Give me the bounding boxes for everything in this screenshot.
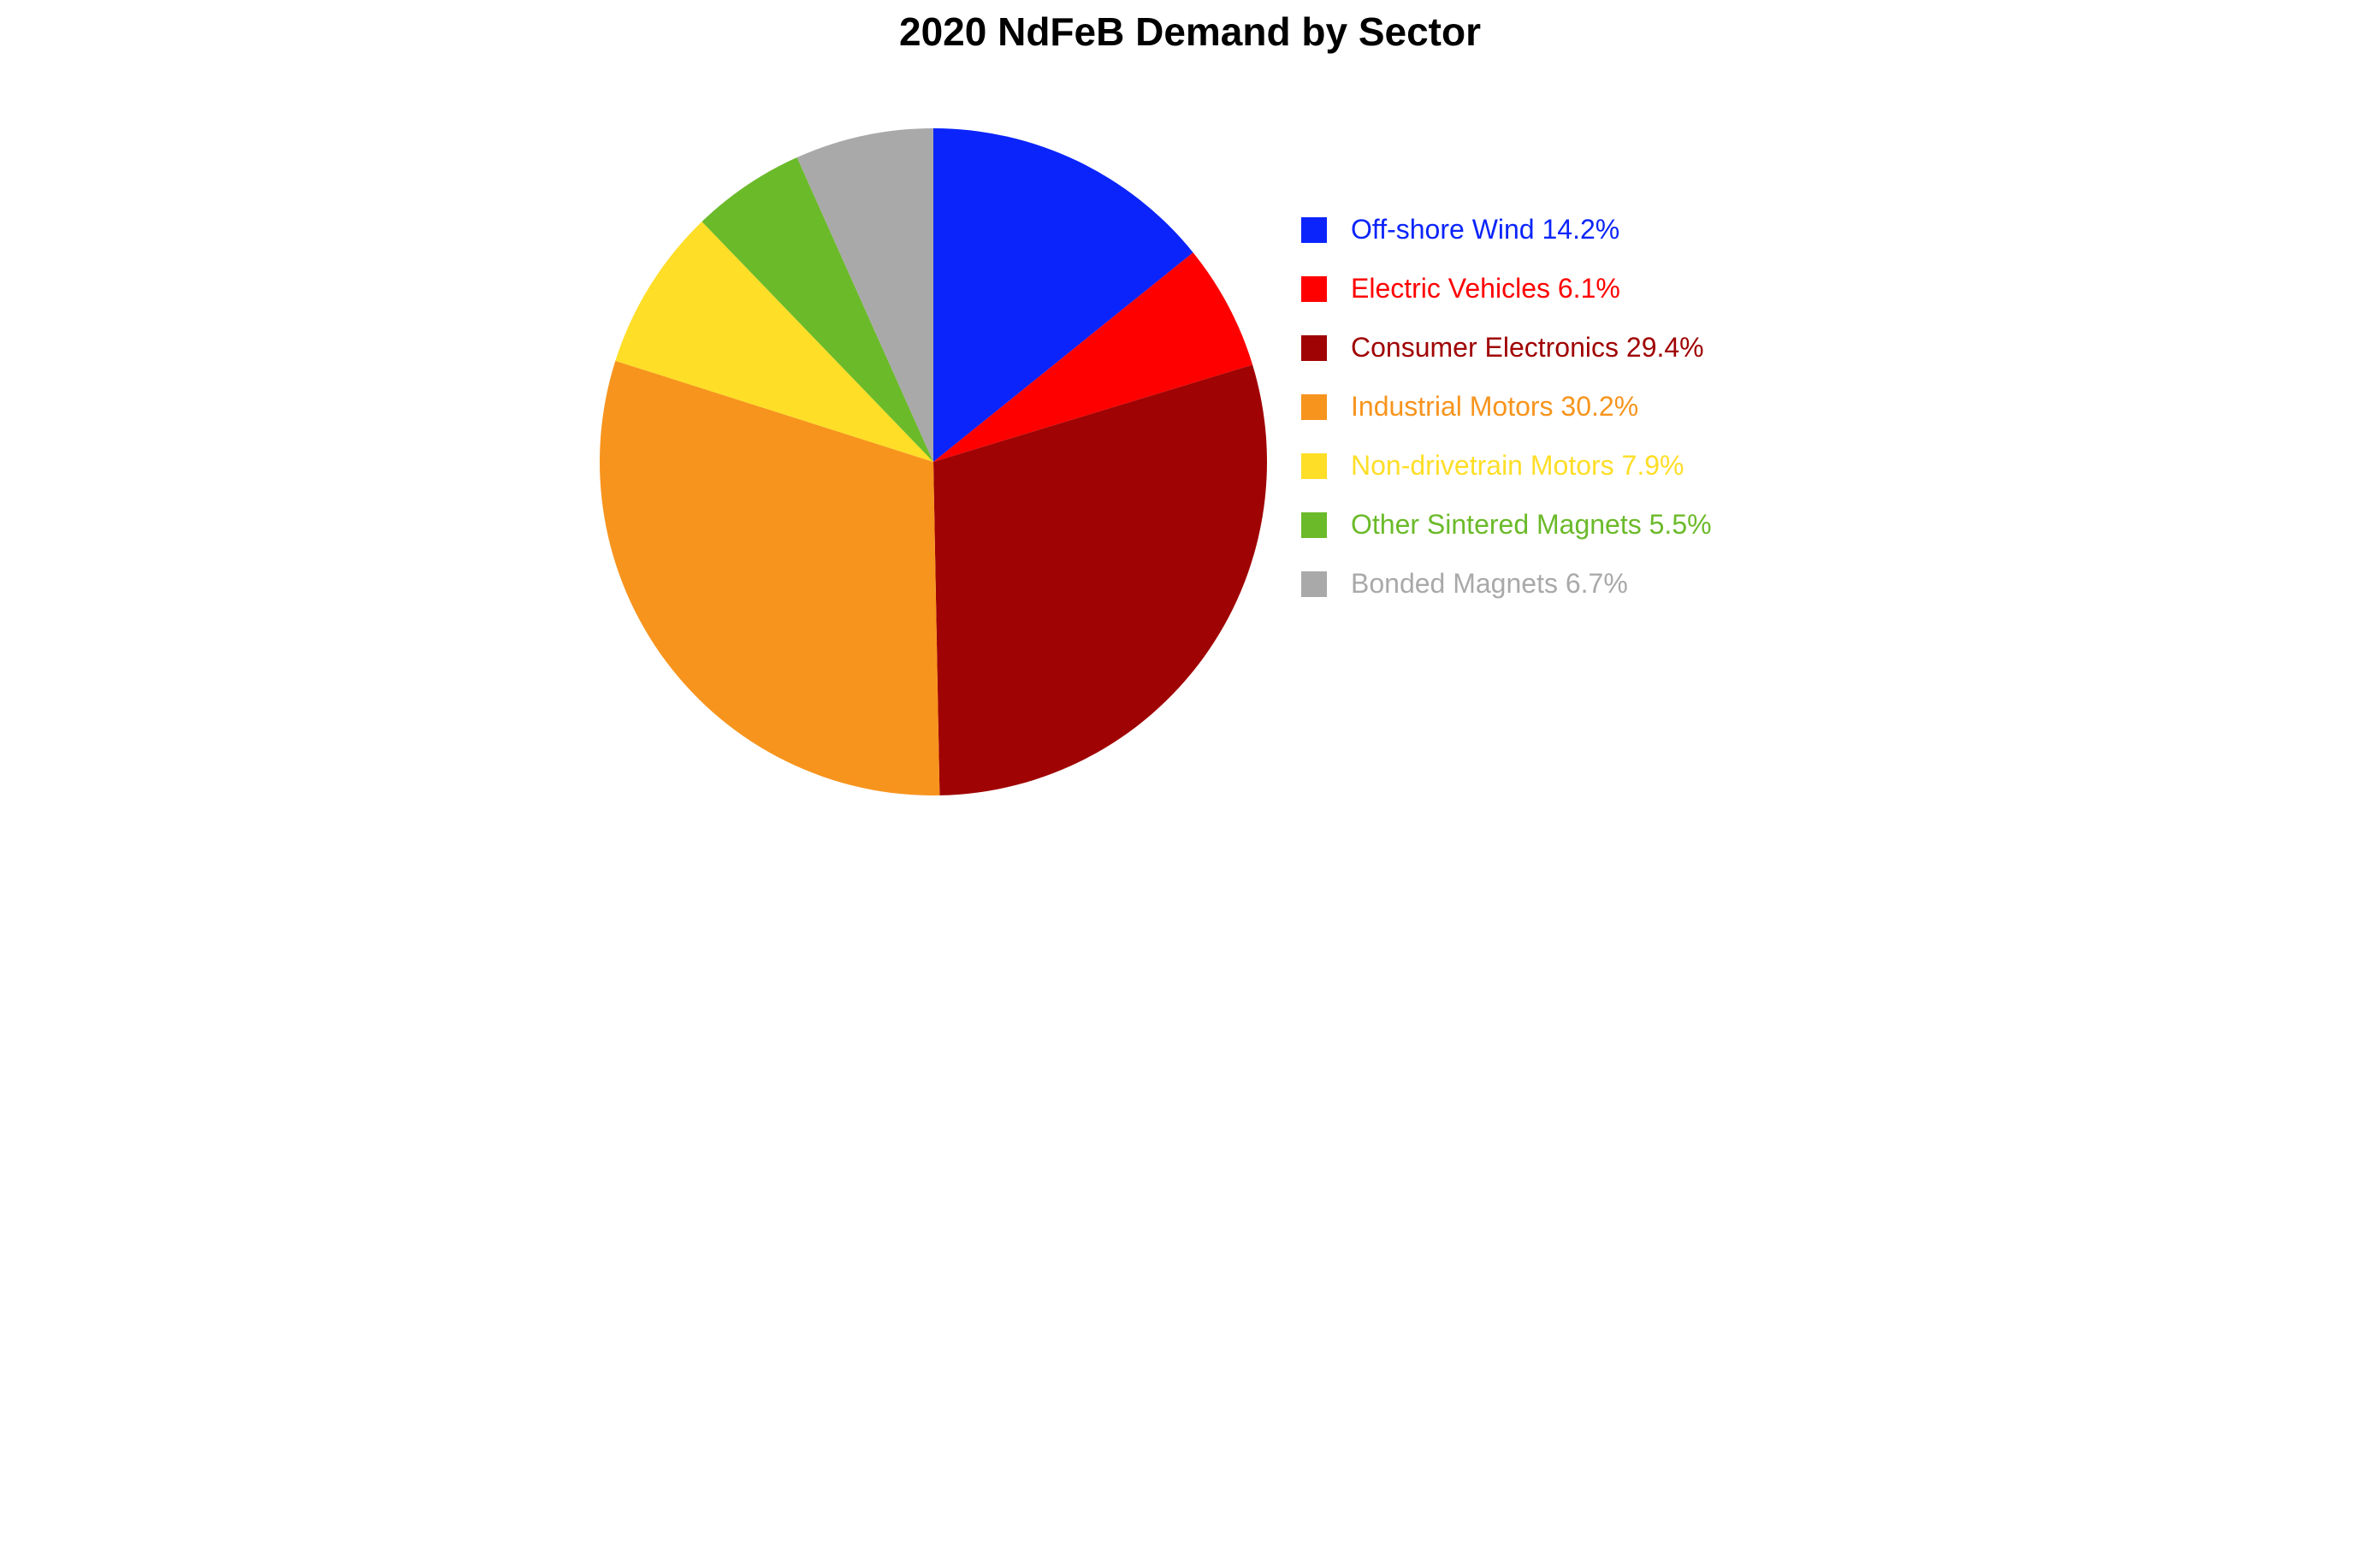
legend-swatch [1301, 571, 1327, 597]
chart-title: 2020 NdFeB Demand by Sector [565, 9, 1815, 55]
legend-item: Consumer Electronics 29.4% [1301, 332, 1712, 364]
legend-label: Non-drivetrain Motors 7.9% [1351, 450, 1684, 482]
legend-item: Other Sintered Magnets 5.5% [1301, 509, 1712, 541]
legend-label: Industrial Motors 30.2% [1351, 391, 1638, 423]
legend-label: Electric Vehicles 6.1% [1351, 273, 1620, 304]
legend-swatch [1301, 335, 1327, 361]
legend-label: Other Sintered Magnets 5.5% [1351, 509, 1712, 541]
legend-item: Off-shore Wind 14.2% [1301, 214, 1712, 245]
legend-item: Electric Vehicles 6.1% [1301, 273, 1712, 304]
pie-chart: 2020 NdFeB Demand by Sector Off-shore Wi… [565, 0, 1815, 821]
legend-swatch [1301, 453, 1327, 479]
legend-item: Industrial Motors 30.2% [1301, 391, 1712, 423]
legend-swatch [1301, 217, 1327, 243]
legend-swatch [1301, 512, 1327, 538]
legend-label: Off-shore Wind 14.2% [1351, 214, 1619, 245]
legend-item: Non-drivetrain Motors 7.9% [1301, 450, 1712, 482]
pie-wrapper [600, 128, 1267, 795]
legend: Off-shore Wind 14.2% Electric Vehicles 6.… [1301, 214, 1712, 627]
legend-label: Bonded Magnets 6.7% [1351, 568, 1628, 600]
pie-svg [600, 128, 1267, 795]
legend-swatch [1301, 276, 1327, 302]
legend-item: Bonded Magnets 6.7% [1301, 568, 1712, 600]
legend-label: Consumer Electronics 29.4% [1351, 332, 1704, 364]
legend-swatch [1301, 394, 1327, 420]
